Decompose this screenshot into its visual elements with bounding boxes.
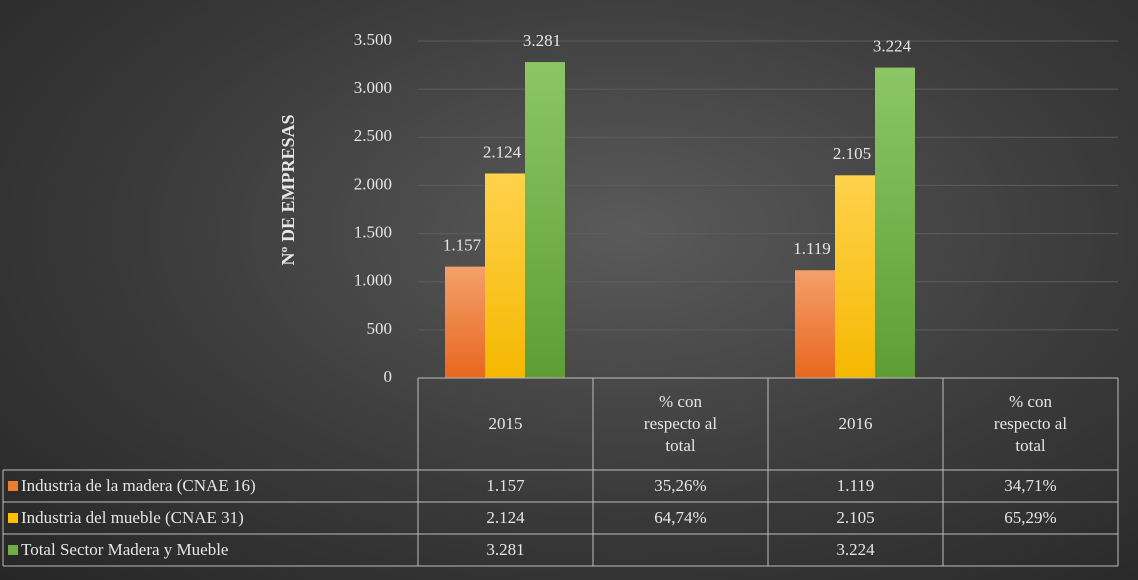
category-cell: 2015 [488,414,523,433]
y-axis-title: Nº DE EMPRESAS [278,115,298,266]
table-cell: 3.224 [836,540,875,559]
x-tick-label: 2016 [838,414,873,433]
category-cell: 2016 [838,414,873,433]
table-cell: 2.105 [836,508,874,527]
legend-swatch [8,513,18,523]
table-cell: 1.157 [486,476,525,495]
table-cell: 35,26% [654,476,706,495]
data-label: 2.105 [833,144,871,163]
bar [445,266,485,378]
legend-swatch [8,481,18,491]
bar [525,62,565,378]
bar [835,175,875,378]
data-label: 1.119 [793,239,831,258]
y-tick-label: 1.500 [354,222,392,241]
x-tick-label: % con respecto al total [643,392,718,455]
data-label: 1.157 [443,236,482,255]
table-cell: 3.281 [486,540,524,559]
y-tick-label: 2.000 [354,174,392,193]
table-cell: 64,74% [654,508,706,527]
y-tick-label: 1.000 [354,271,392,290]
y-tick-label: 2.500 [354,126,392,145]
y-tick-label: 500 [367,319,393,338]
legend-label: Total Sector Madera y Mueble [21,540,228,559]
category-cell: % con respecto al total [993,392,1068,455]
x-tick-label: % con respecto al total [993,392,1068,455]
bar [875,67,915,378]
table-cell: 65,29% [1004,508,1056,527]
legend-swatch [8,545,18,555]
y-tick-label: 3.000 [354,78,392,97]
data-label: 2.124 [483,142,522,161]
legend-label: Industria de la madera (CNAE 16) [21,476,256,495]
table-cell: 1.119 [837,476,875,495]
bar [485,173,525,378]
x-tick-label: 2015 [488,414,523,433]
table-cell: 2.124 [486,508,525,527]
bar [795,270,835,378]
data-label: 3.281 [523,31,561,50]
y-tick-label: 0 [384,367,393,386]
category-cell: % con respecto al total [643,392,718,455]
legend-label: Industria del mueble (CNAE 31) [21,508,244,527]
table-cell: 34,71% [1004,476,1056,495]
data-label: 3.224 [873,36,912,55]
y-tick-label: 3.500 [354,30,392,49]
